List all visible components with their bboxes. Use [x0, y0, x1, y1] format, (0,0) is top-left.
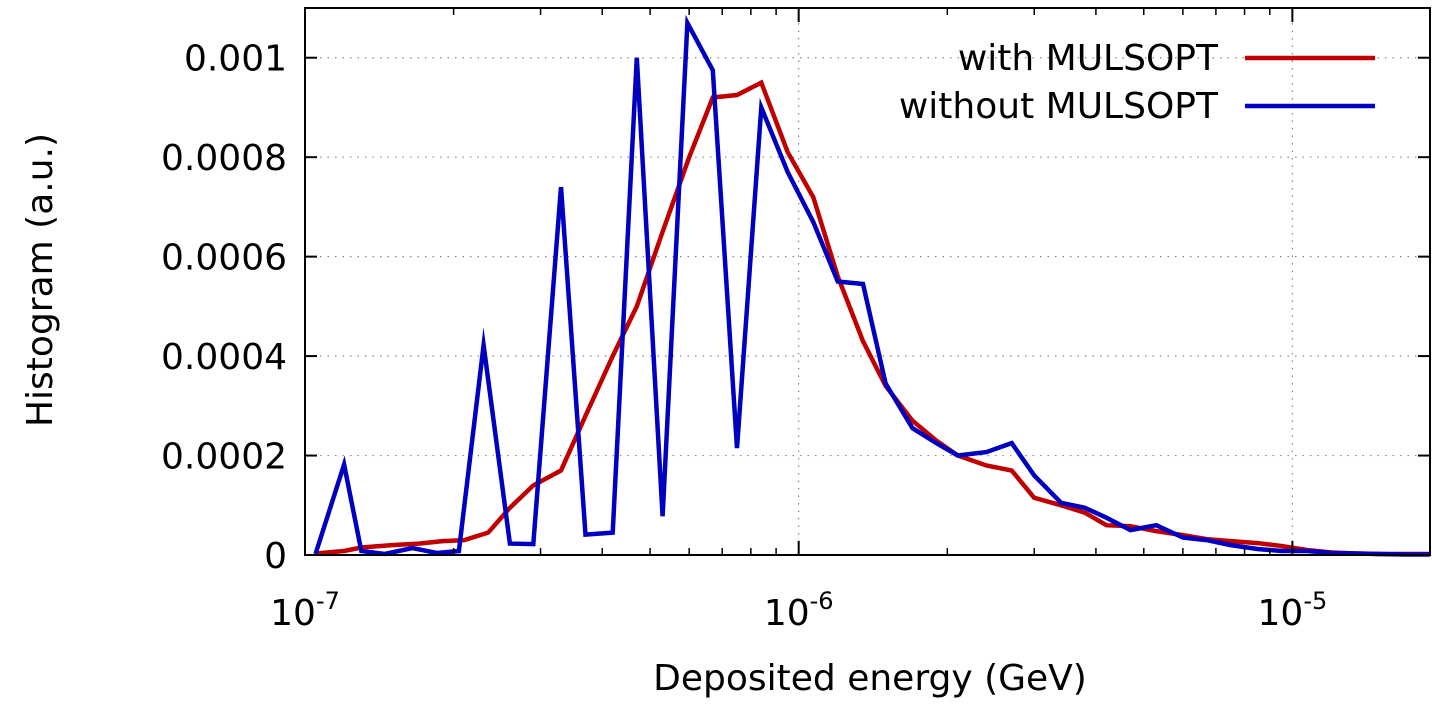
- grid-lines: [305, 8, 1430, 555]
- x-tick-label: 10-6: [764, 587, 834, 634]
- legend-label: without MULSOPT: [899, 86, 1219, 127]
- legend: with MULSOPT without MULSOPT: [899, 38, 1375, 127]
- x-axis-label: Deposited energy (GeV): [653, 658, 1087, 699]
- axis-ticks: 0 0.0002 0.0004 0.0006 0.0008 0.001 10-7 10-6 10…: [161, 8, 1430, 634]
- y-tick-label: 0.0002: [161, 437, 287, 478]
- y-tick-label: 0.0008: [161, 138, 287, 179]
- y-tick-label: 0.001: [184, 39, 287, 80]
- plot-frame: [304, 7, 1431, 556]
- legend-label: with MULSOPT: [958, 38, 1219, 79]
- x-tick-label: 10-5: [1258, 587, 1328, 634]
- y-tick-label: 0.0006: [161, 238, 287, 279]
- series-line-without-mulsopt: [313, 14, 1430, 557]
- plot-area: [313, 14, 1430, 557]
- series-line-with-mulsopt: [315, 79, 1430, 557]
- x-tick-label: 10-7: [270, 587, 340, 634]
- y-tick-label: 0: [264, 536, 287, 577]
- y-axis-label: Histogram (a.u.): [20, 133, 61, 427]
- y-tick-label: 0.0004: [161, 337, 287, 378]
